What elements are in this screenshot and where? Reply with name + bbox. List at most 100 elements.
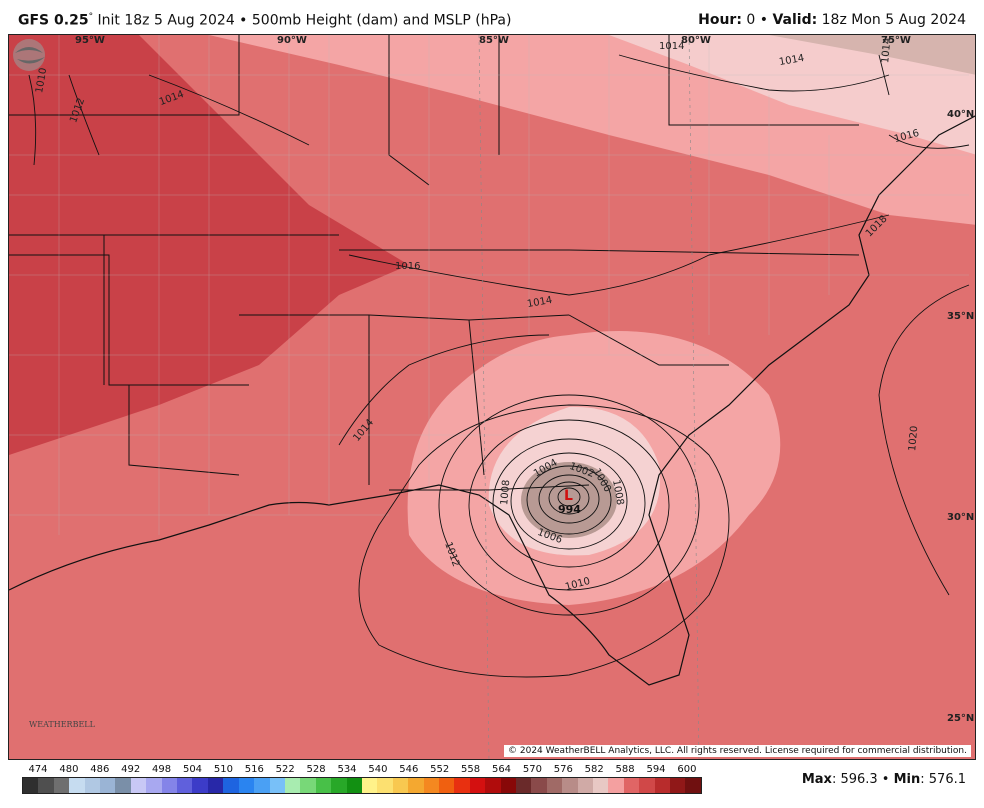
colorbar-tick-label: 570 xyxy=(522,764,542,775)
colorbar-swatch xyxy=(331,778,347,793)
colorbar-swatch xyxy=(546,778,563,793)
isobar-label: 1014 xyxy=(659,41,685,52)
colorbar xyxy=(22,777,702,794)
colorbar-swatch xyxy=(38,778,54,793)
colorbar-tick-label: 552 xyxy=(430,764,450,775)
colorbar-tick-label: 558 xyxy=(461,764,481,775)
init-description: Init 18z 5 Aug 2024 • 500mb Height (dam)… xyxy=(93,12,512,29)
lon-label-80w: 80°W xyxy=(681,35,711,46)
colorbar-tick-label: 594 xyxy=(646,764,666,775)
colorbar-swatch xyxy=(377,778,393,793)
colorbar-tick-label: 480 xyxy=(59,764,79,775)
colorbar-swatch xyxy=(562,778,578,793)
colorbar-tick-label: 534 xyxy=(337,764,357,775)
county-lines xyxy=(9,35,969,535)
header-valid: Hour: 0 • Valid: 18z Mon 5 Aug 2024 xyxy=(698,12,966,28)
colorbar-tick-label: 582 xyxy=(584,764,604,775)
lon-label-95w: 95°W xyxy=(75,35,105,46)
max-min-stats: Max: 596.3 • Min: 576.1 xyxy=(802,772,966,787)
colorbar-tick-label: 576 xyxy=(553,764,573,775)
map-canvas: L xyxy=(9,35,975,759)
colorbar-swatch xyxy=(485,778,501,793)
hour-value: 0 • xyxy=(741,12,773,28)
valid-value: 18z Mon 5 Aug 2024 xyxy=(817,12,966,28)
colorbar-swatch xyxy=(361,778,378,793)
colorbar-tick-label: 522 xyxy=(275,764,295,775)
hour-label: Hour: xyxy=(698,12,742,28)
map-header: GFS 0.25° Init 18z 5 Aug 2024 • 500mb He… xyxy=(0,0,984,34)
colorbar-swatch xyxy=(300,778,316,793)
colorbar-swatch xyxy=(269,778,285,793)
valid-label: Valid: xyxy=(772,12,818,28)
header-title: GFS 0.25° Init 18z 5 Aug 2024 • 500mb He… xyxy=(18,12,511,29)
colorbar-swatch xyxy=(346,778,362,793)
colorbar-swatch xyxy=(130,778,147,793)
colorbar-swatch xyxy=(392,778,409,793)
lat-label-30n: 30°N xyxy=(947,512,975,523)
colorbar-swatch xyxy=(315,778,332,793)
colorbar-tick-label: 498 xyxy=(152,764,172,775)
colorbar-swatch xyxy=(577,778,594,793)
isobars xyxy=(28,54,970,678)
colorbar-swatch xyxy=(654,778,671,793)
colorbar-swatch xyxy=(438,778,455,793)
colorbar-swatch xyxy=(639,778,655,793)
isobar-label: 1016 xyxy=(395,261,421,272)
colorbar-swatch xyxy=(192,778,208,793)
colorbar-swatch xyxy=(177,778,193,793)
state-borders xyxy=(9,35,860,491)
colorbar-swatch xyxy=(207,778,224,793)
colorbar-tick-label: 504 xyxy=(182,764,203,775)
colorbar-swatch xyxy=(685,778,701,793)
colorbar-swatch xyxy=(69,778,85,793)
colorbar-swatch xyxy=(115,778,131,793)
colorbar-tick-label: 564 xyxy=(491,764,512,775)
low-core xyxy=(521,462,617,538)
lat-label-40n: 40°N xyxy=(947,109,975,120)
colorbar-swatch xyxy=(408,778,424,793)
logo-text: WEATHERBELL xyxy=(29,720,95,729)
isobar-label: 1014 xyxy=(880,37,894,64)
low-marker-glyph: L xyxy=(564,488,573,504)
colorbar-swatch xyxy=(161,778,178,793)
weather-map[interactable]: L 95°W 90°W 85°W 80°W 75°W 40°N 35°N 30°… xyxy=(8,34,976,760)
low-center-value: 994 xyxy=(558,503,581,516)
colorbar-swatch xyxy=(146,778,162,793)
colorbar-swatch xyxy=(254,778,270,793)
colorbar-swatch xyxy=(223,778,239,793)
colorbar-swatch xyxy=(516,778,532,793)
colorbar-swatch xyxy=(623,778,640,793)
max-label: Max xyxy=(801,772,832,787)
max-value: : 596.3 • xyxy=(831,772,894,787)
colorbar-swatch xyxy=(23,778,39,793)
height-band-570 xyxy=(769,35,975,75)
graticule xyxy=(478,35,700,759)
colorbar-tick-label: 540 xyxy=(368,764,388,775)
colorbar-swatch xyxy=(53,778,70,793)
colorbar-swatch xyxy=(670,778,686,793)
colorbar-swatch xyxy=(454,778,470,793)
colorbar-swatch xyxy=(500,778,516,793)
weatherbell-logo xyxy=(13,39,45,71)
height-band-576 xyxy=(609,35,975,155)
lat-label-25n: 25°N xyxy=(947,713,975,724)
isobar-label: 1008 xyxy=(499,479,513,506)
colorbar-tick-label: 528 xyxy=(306,764,326,775)
colorbar-swatch xyxy=(608,778,624,793)
colorbar-swatch xyxy=(284,778,301,793)
degree-symbol: ° xyxy=(88,12,94,22)
lon-label-75w: 75°W xyxy=(881,35,911,46)
colorbar-tick-label: 510 xyxy=(213,764,233,775)
colorbar-swatch xyxy=(84,778,101,793)
colorbar-swatch xyxy=(423,778,439,793)
colorbar-swatch xyxy=(531,778,547,793)
colorbar-tick-label: 486 xyxy=(90,764,110,775)
lon-label-90w: 90°W xyxy=(277,35,307,46)
colorbar-tick-label: 492 xyxy=(121,764,141,775)
colorbar-tick-label: 546 xyxy=(399,764,419,775)
colorbar-swatch xyxy=(469,778,486,793)
min-value: : 576.1 xyxy=(920,772,966,787)
colorbar-tick-label: 588 xyxy=(615,764,635,775)
colorbar-tick-label: 600 xyxy=(677,764,697,775)
colorbar-labels: 474 480 486 492 498 504 510 516 522 528 534 540 546 5… xyxy=(22,764,702,776)
